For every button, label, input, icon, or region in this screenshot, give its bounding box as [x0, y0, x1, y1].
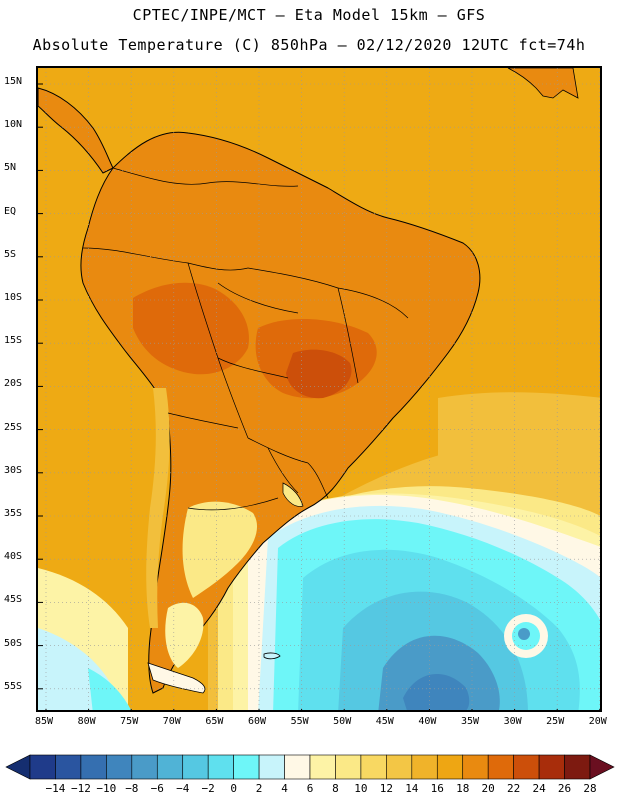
colorbar-swatch	[513, 754, 540, 780]
latitude-label: 45S	[4, 594, 23, 606]
colorbar-swatch	[360, 754, 387, 780]
latitude-label: 25S	[4, 421, 23, 433]
latitude-label: 10N	[4, 119, 23, 131]
colorbar-swatch	[258, 754, 285, 780]
rio-de-la-plata	[282, 482, 304, 507]
colorbar-swatch	[233, 754, 260, 780]
colorbar-right-arrow	[589, 754, 615, 780]
hottest-zone	[286, 349, 352, 399]
colorbar-left-arrow	[5, 754, 31, 780]
tierra-del-fuego	[147, 662, 206, 694]
argentina-cool	[182, 501, 258, 598]
map-title-line2: Absolute Temperature (C) 850hPa – 02/12/…	[32, 36, 586, 54]
colorbar-swatch	[182, 754, 209, 780]
latitude-label: 35S	[4, 508, 23, 519]
longitude-label: 55W	[290, 716, 309, 727]
colorbar-label: 14	[405, 782, 419, 795]
caribbean-islands	[507, 68, 579, 99]
colorbar-swatch	[487, 754, 514, 780]
latitude-label: 40S	[4, 551, 23, 563]
colorbar-label: −2	[201, 782, 215, 795]
colorbar-swatch	[564, 754, 591, 780]
patagonia-cool	[165, 602, 204, 668]
colorbar-swatch	[462, 754, 489, 780]
colorbar-label: −10	[96, 782, 117, 795]
colorbar-label: 12	[379, 782, 393, 795]
central-america	[38, 87, 114, 174]
colorbar-swatch	[284, 754, 311, 780]
falkland-islands	[263, 652, 281, 660]
colorbar-label: 20	[481, 782, 495, 795]
map-title-line1: CPTEC/INPE/MCT – Eta Model 15km – GFS	[132, 6, 486, 24]
colorbar-swatch	[207, 754, 234, 780]
colorbar-label: 6	[306, 782, 314, 795]
hot-zone-bolivia	[133, 282, 249, 375]
longitude-label: 45W	[375, 716, 394, 727]
country-borders	[82, 167, 409, 511]
colorbar-swatch	[80, 754, 107, 780]
colorbar-swatch	[131, 754, 158, 780]
latitude-label: 30S	[4, 464, 23, 476]
gridlines	[38, 68, 600, 710]
longitude-label: 50W	[333, 716, 352, 727]
colorbar-label: 24	[532, 782, 546, 795]
swirl-core	[518, 628, 530, 640]
colorbar-swatch	[156, 754, 184, 780]
colorbar-label: 22	[507, 782, 521, 795]
colorbar-label: 28	[583, 782, 597, 795]
longitude-label: 25W	[546, 716, 565, 727]
colorbar-label: −8	[125, 782, 139, 795]
longitude-label: 75W	[120, 716, 139, 727]
latitude-label: 20S	[4, 378, 23, 390]
colorbar-label: −6	[150, 782, 164, 795]
colorbar-swatch	[436, 754, 464, 780]
colorbar-label: 2	[255, 782, 263, 795]
latitude-label: EQ	[4, 205, 17, 217]
longitude-label: 70W	[162, 716, 181, 727]
colorbar-swatch	[411, 754, 438, 780]
longitude-label: 80W	[77, 716, 96, 727]
latitude-label: 5S	[4, 248, 17, 260]
andes-strip	[146, 388, 170, 628]
colorbar-label: 4	[281, 782, 288, 795]
latitude-label: 55S	[4, 680, 23, 692]
colorbar-swatch	[29, 754, 56, 780]
colorbar-label: −12	[70, 782, 91, 795]
colorbar-label: −4	[176, 782, 190, 795]
latitude-label: 10S	[4, 292, 23, 303]
latitude-label: 15N	[4, 76, 23, 87]
latitude-label: 50S	[4, 637, 23, 649]
temperature-map	[36, 66, 602, 712]
longitude-label: 85W	[34, 716, 54, 727]
colorbar-label: 0	[230, 782, 237, 795]
map-canvas	[38, 68, 600, 710]
longitude-label: 35W	[460, 716, 480, 727]
colorbar-label: 26	[557, 782, 572, 795]
temperature-colorbar	[5, 754, 615, 780]
longitude-label: 65W	[205, 716, 224, 727]
colorbar-label: 8	[332, 782, 339, 795]
colorbar-swatch	[55, 754, 82, 780]
longitude-label: 30W	[503, 716, 522, 727]
colorbar-label: 16	[430, 782, 444, 795]
blue3-region	[403, 674, 470, 710]
colorbar-swatch	[335, 754, 362, 780]
colorbar-swatch	[538, 754, 565, 780]
warm-band-east	[438, 392, 600, 478]
longitude-label: 60W	[247, 716, 267, 727]
colorbar-swatch	[309, 754, 336, 780]
longitude-label: 40W	[418, 716, 437, 727]
pacific-cyan2	[88, 668, 131, 710]
colorbar-label: −14	[45, 782, 66, 795]
longitude-label: 20W	[588, 716, 607, 727]
latitude-label: 15S	[4, 335, 23, 347]
colorbar-label: 18	[456, 782, 470, 795]
colorbar-swatch	[106, 754, 133, 780]
colorbar-swatch	[386, 754, 413, 780]
latitude-label: 5N	[4, 162, 17, 174]
colorbar-label: 10	[354, 782, 368, 795]
